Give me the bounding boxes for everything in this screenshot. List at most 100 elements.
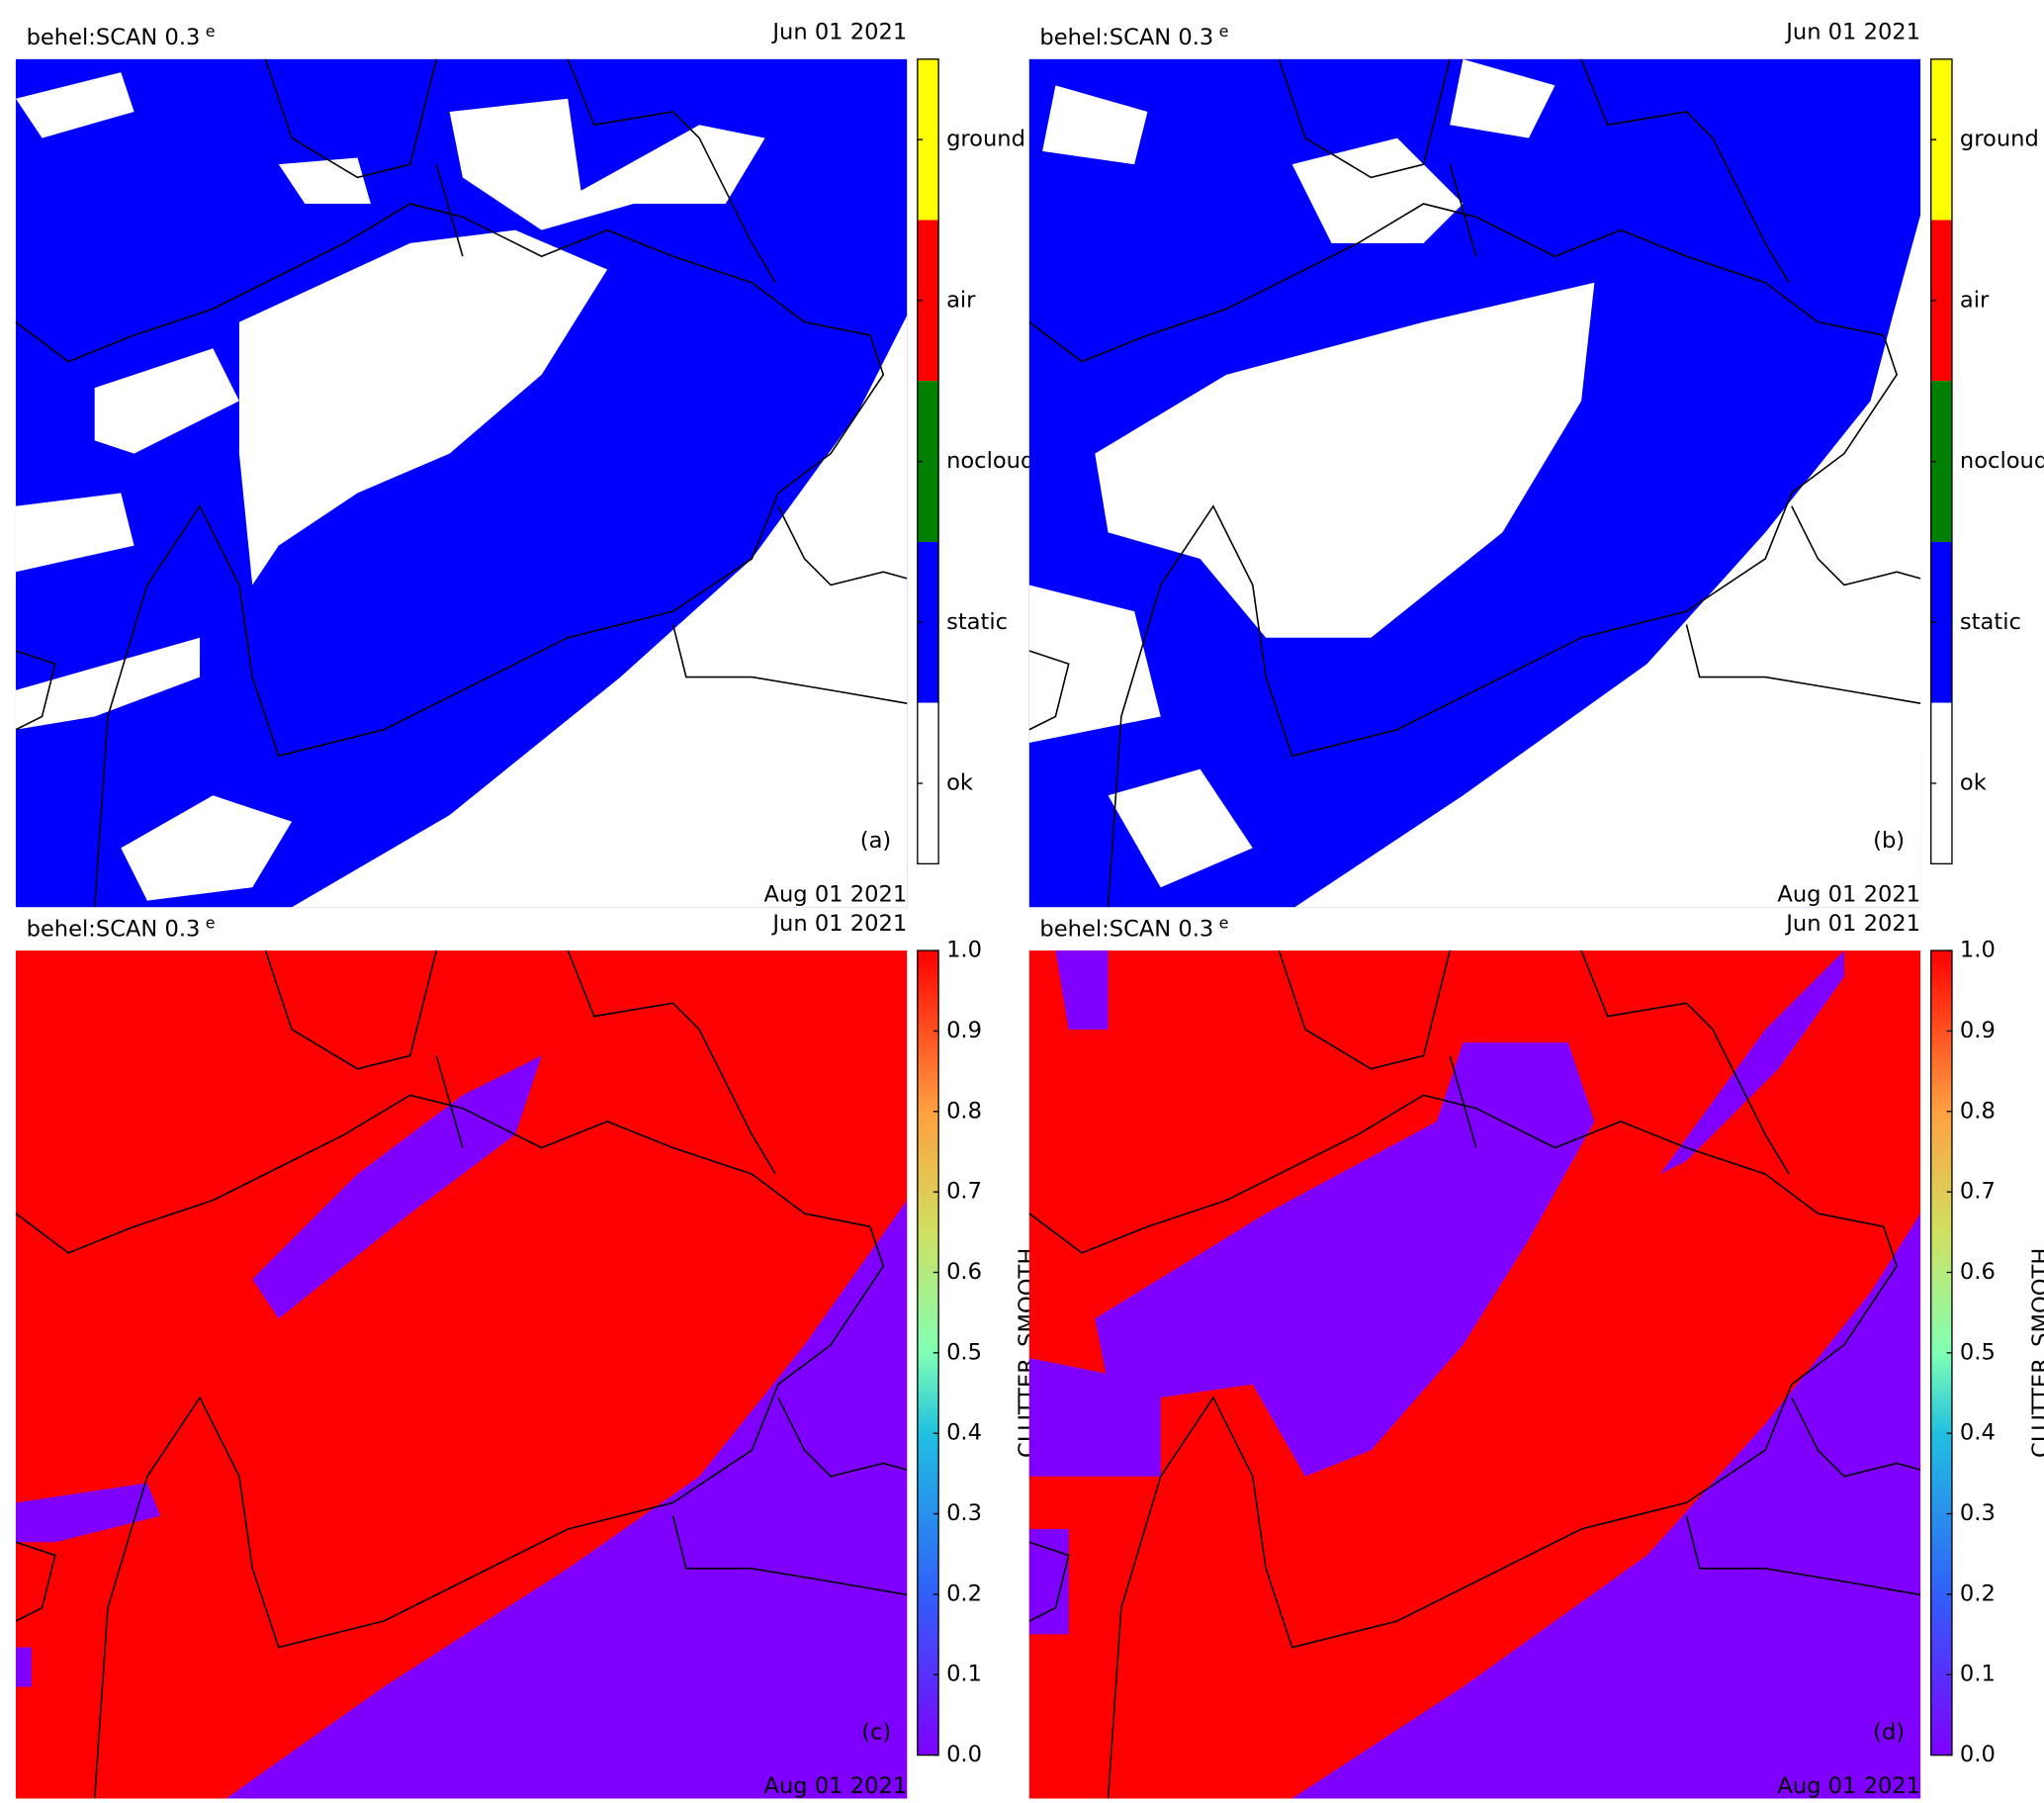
colorbar-segment xyxy=(917,381,939,542)
border-line xyxy=(1278,58,1451,179)
border-line xyxy=(15,203,885,908)
map-region xyxy=(1291,137,1464,243)
colorbar-tick-label: 0.9 xyxy=(1960,1018,1996,1043)
colorbar-label: ground xyxy=(946,127,1025,152)
title-sup: e xyxy=(206,913,216,932)
date-top: Jun 01 2021 xyxy=(770,911,907,937)
map-region xyxy=(252,1055,542,1319)
title-sup: e xyxy=(1219,913,1229,932)
border-line xyxy=(1028,650,1070,731)
title-text: behel:SCAN 0.3 xyxy=(27,25,201,50)
border-line xyxy=(264,58,438,179)
panel: behel:SCAN 0.3 e Jun 01 2021 Aug 01 2021 (d)… xyxy=(1028,911,2044,1799)
colorbar-label: air xyxy=(1960,287,1990,313)
colorbar-tick-label: 1.0 xyxy=(946,938,982,963)
colorbar-label: static xyxy=(1960,609,2021,635)
panel-title: behel:SCAN 0.3 e xyxy=(1039,22,1228,50)
colorbar-tick-label: 0.2 xyxy=(946,1580,982,1606)
title-sup: e xyxy=(1219,22,1229,41)
map-region xyxy=(94,348,239,454)
border-line xyxy=(671,624,908,704)
map-region xyxy=(1095,282,1595,638)
panel: behel:SCAN 0.3 e Jun 01 2021 Aug 01 2021 (a)… xyxy=(15,20,1034,908)
title-text: behel:SCAN 0.3 xyxy=(1039,25,1213,50)
border-line xyxy=(777,505,908,586)
colorbar-tick-label: 0.0 xyxy=(1960,1742,1996,1767)
map-region xyxy=(15,1483,161,1543)
map-region xyxy=(1055,950,1109,1030)
map-region xyxy=(1450,58,1555,138)
colorbar-tick-label: 0.8 xyxy=(1960,1098,1996,1124)
map-region xyxy=(278,157,371,205)
colorbar-tick-label: 0.6 xyxy=(1960,1259,1996,1285)
map-region xyxy=(15,72,134,138)
panel: behel:SCAN 0.3 e Jun 01 2021 Aug 01 2021 (c)… xyxy=(15,911,1040,1799)
border-line xyxy=(1685,1515,1921,1596)
border-line xyxy=(264,949,438,1070)
map-region xyxy=(15,637,201,730)
border-line xyxy=(435,163,464,257)
title-text: behel:SCAN 0.3 xyxy=(27,916,201,942)
panel-title: behel:SCAN 0.3 e xyxy=(27,22,216,50)
border-line xyxy=(1028,1094,1899,1799)
border-line xyxy=(1791,505,1921,586)
map-region xyxy=(1095,1042,1595,1477)
map-region xyxy=(1042,85,1148,165)
colorbar-tick-label: 0.0 xyxy=(946,1742,982,1767)
map-region xyxy=(449,98,765,230)
map-region xyxy=(121,795,293,901)
border-line xyxy=(435,1055,464,1148)
border-line xyxy=(1685,624,1921,704)
colorbar-segment xyxy=(1930,58,1952,221)
colorbar-tick-label: 0.4 xyxy=(1960,1420,1996,1446)
date-bottom: Aug 01 2021 xyxy=(1777,882,1920,908)
colorbar-segment xyxy=(1930,381,1952,542)
panel-label: (a) xyxy=(860,828,891,854)
date-top: Jun 01 2021 xyxy=(770,20,907,45)
map-region xyxy=(1028,1358,1161,1477)
map-region xyxy=(1291,1213,1921,1799)
colorbar-tick-label: 0.4 xyxy=(946,1420,982,1446)
colorbar-label: ok xyxy=(946,769,974,795)
map-region xyxy=(1108,768,1253,888)
colorbar-tick-label: 0.7 xyxy=(1960,1179,1996,1205)
border-line xyxy=(1278,949,1451,1070)
border-line xyxy=(1028,203,1899,908)
colorbar-tick-label: 0.1 xyxy=(946,1662,982,1687)
colorbar-tick-label: 0.9 xyxy=(946,1018,982,1043)
colorbar-tick-label: 0.1 xyxy=(1960,1662,1996,1687)
colorbar-tick-label: 0.2 xyxy=(1960,1580,1996,1606)
colorbar-label: static xyxy=(946,609,1008,635)
map-region xyxy=(15,1647,32,1687)
date-bottom: Aug 01 2021 xyxy=(764,882,908,908)
border-line xyxy=(15,650,56,731)
date-top: Jun 01 2021 xyxy=(1784,911,1920,937)
map-region xyxy=(1028,585,1161,744)
colorbar-tick-label: 0.8 xyxy=(946,1098,982,1124)
map-region xyxy=(1028,1528,1069,1635)
panel-label: (c) xyxy=(861,1720,891,1746)
colorbar-label: ground xyxy=(1960,127,2039,152)
colorbar-frame xyxy=(917,58,939,865)
panel-label: (d) xyxy=(1873,1720,1905,1746)
date-bottom: Aug 01 2021 xyxy=(764,1773,908,1799)
colorbar-label: nocloud xyxy=(1960,448,2044,474)
title-text: behel:SCAN 0.3 xyxy=(1039,916,1213,942)
colorbar-frame xyxy=(1930,58,1953,865)
colorbar-tick-label: 0.7 xyxy=(946,1179,982,1205)
colorbar-segment xyxy=(917,541,939,703)
date-top: Jun 01 2021 xyxy=(1784,20,1920,45)
panel-label: (b) xyxy=(1873,828,1905,854)
border-line xyxy=(1580,58,1790,284)
colorbar-label: ok xyxy=(1960,769,1988,795)
colorbar-segment xyxy=(1930,541,1952,703)
map-region xyxy=(1294,210,1922,908)
map-region xyxy=(225,1200,908,1799)
title-sup: e xyxy=(206,22,216,41)
colorbar-tick-label: 0.5 xyxy=(1960,1339,1996,1365)
border-line xyxy=(1791,1397,1921,1478)
border-line xyxy=(1028,1541,1070,1622)
colorbar-tick-label: 0.3 xyxy=(1960,1500,1996,1526)
border-line xyxy=(671,1515,908,1596)
